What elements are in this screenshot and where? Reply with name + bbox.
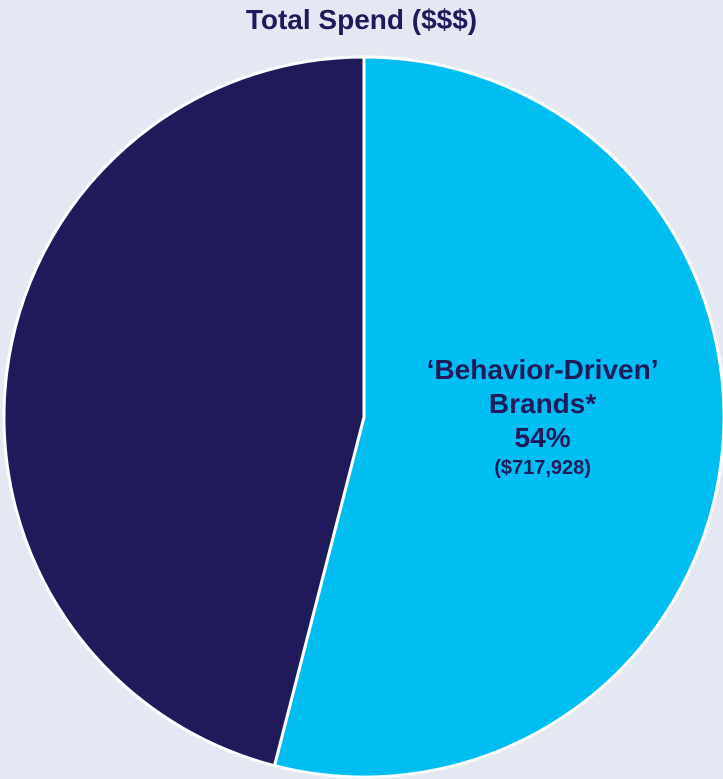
amount-label: ($602,320) bbox=[137, 457, 234, 479]
pie-slice bbox=[272, 55, 723, 779]
amount-label: ($717,928) bbox=[494, 457, 591, 479]
category-label: ‘All Other’ Brands bbox=[117, 354, 253, 419]
category-label: ‘Behavior-Driven’ Brands* bbox=[426, 354, 659, 419]
slice-label: ‘All Other’ Brands 46% ($602,320) bbox=[25, 353, 345, 481]
value-label: 46% bbox=[157, 422, 214, 453]
slice-label: ‘Behavior-Driven’ Brands* 54% ($717,928) bbox=[383, 353, 703, 481]
chart-title: Total Spend ($$$) bbox=[245, 4, 478, 35]
value-label: 54% bbox=[514, 422, 571, 453]
pie-slice bbox=[2, 55, 366, 768]
